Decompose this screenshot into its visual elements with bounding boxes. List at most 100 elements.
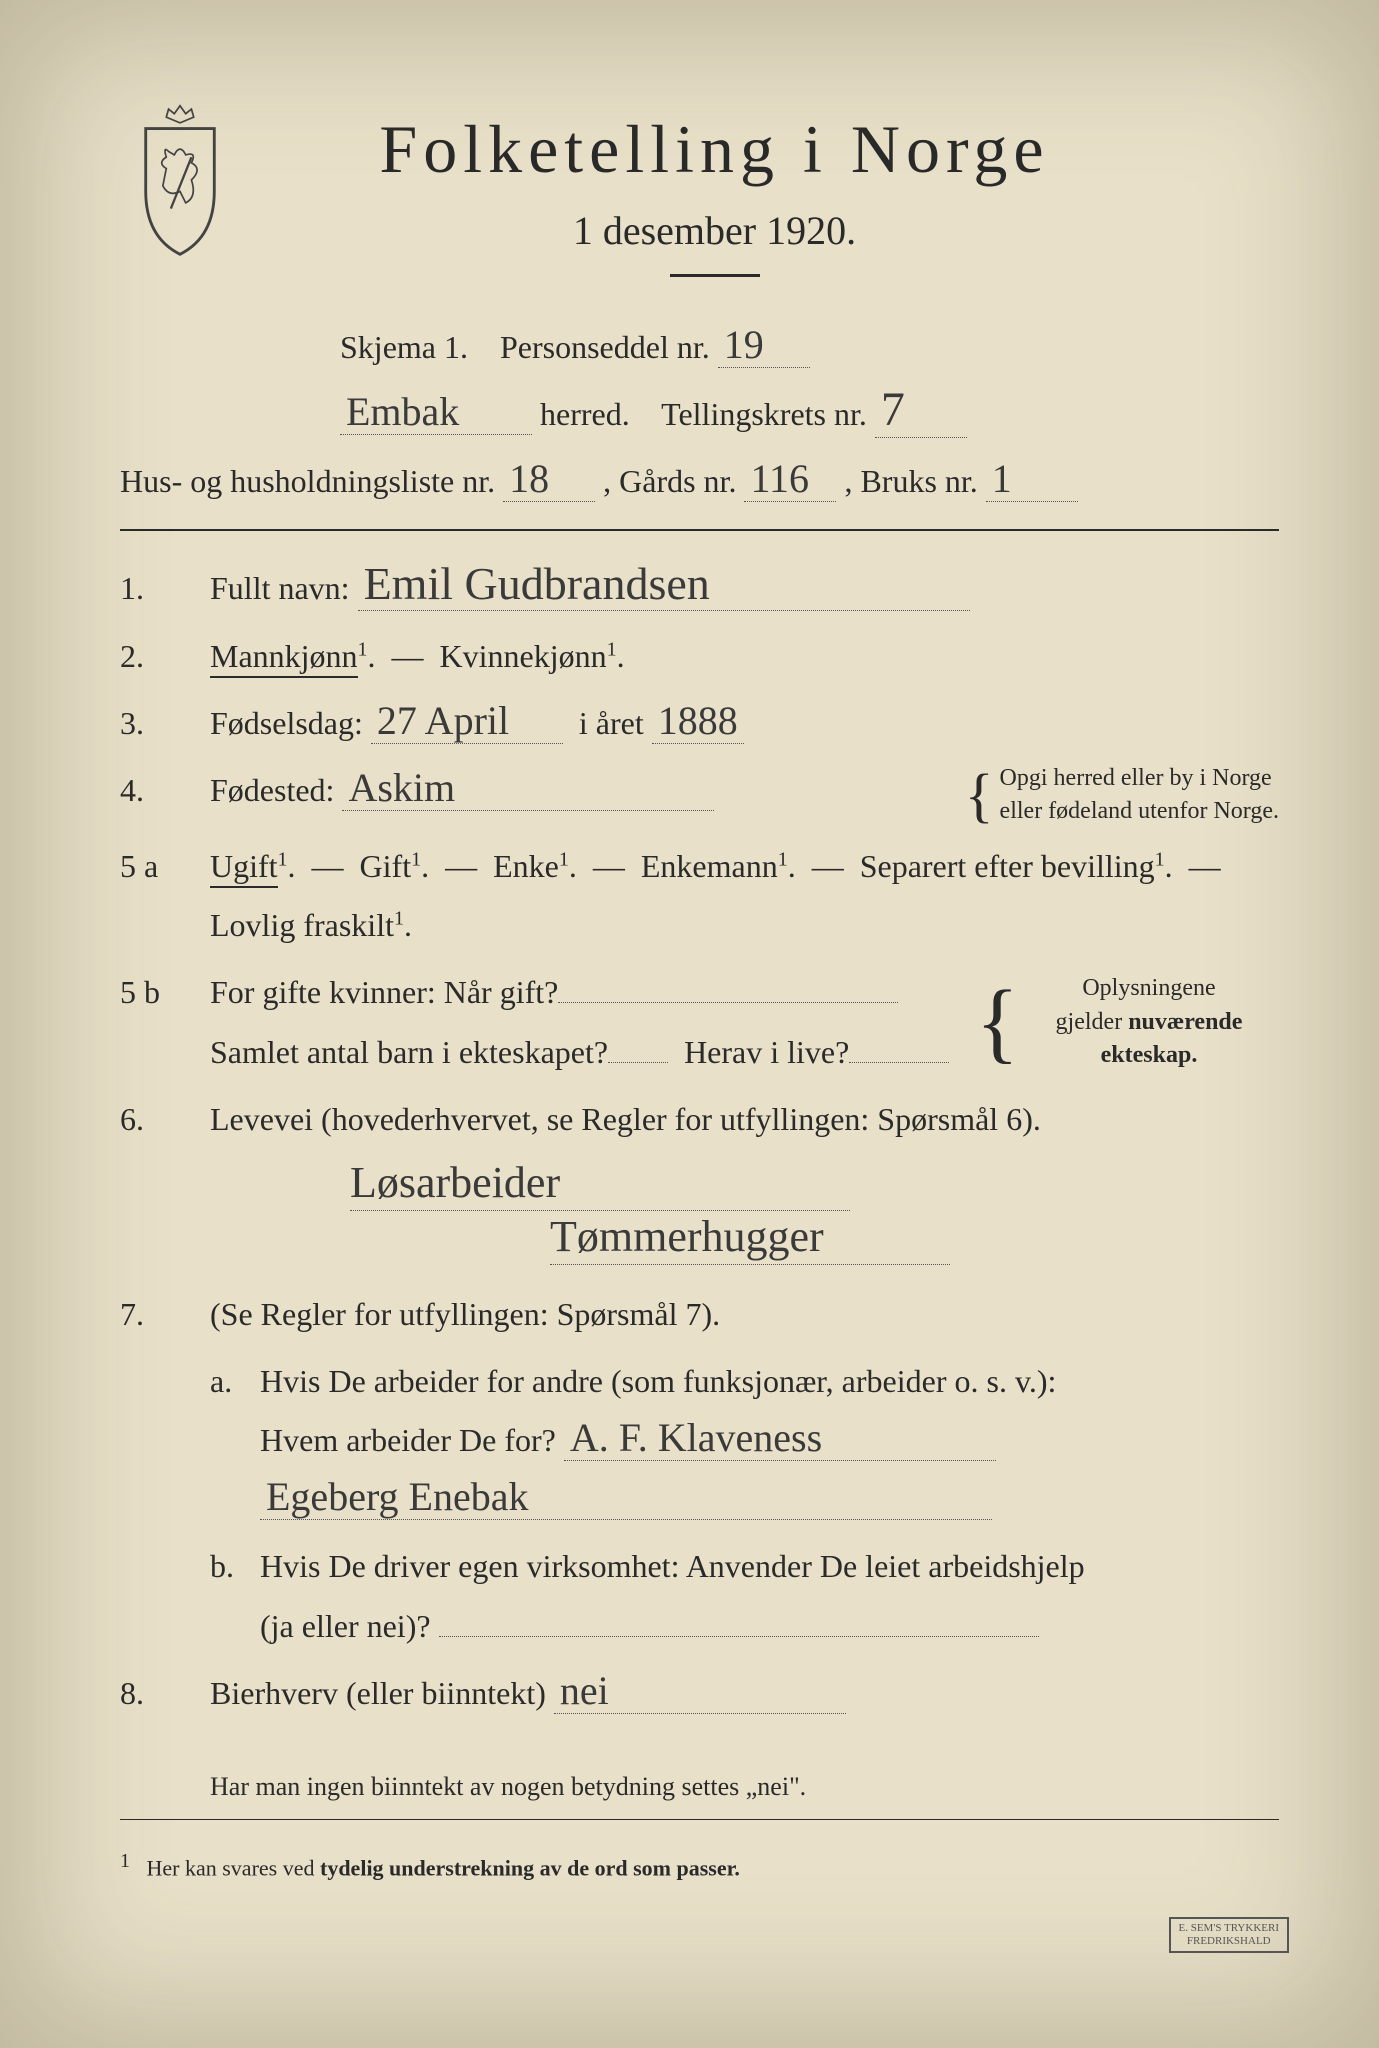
q5a-content: Ugift1. — Gift1. — Enke1. — Enkemann1. —…	[210, 837, 1279, 955]
q7a-num: a.	[210, 1352, 260, 1530]
page-subtitle: 1 desember 1920.	[270, 207, 1159, 254]
q5a-gift: Gift	[360, 848, 412, 884]
header: Folketelling i Norge 1 desember 1920.	[120, 90, 1279, 307]
q3-label: Fødselsdag:	[210, 705, 363, 741]
meta-line-3: Hus- og husholdningsliste nr. 18 , Gårds…	[120, 451, 1279, 512]
gaards-nr: 116	[744, 457, 836, 502]
q5b-l2a: Samlet antal barn i ekteskapet?	[210, 1034, 608, 1070]
q5b-blank3	[849, 1026, 949, 1062]
q1-label: Fullt navn:	[210, 570, 350, 606]
stamp-l2: FREDRIKSHALD	[1187, 1935, 1271, 1947]
q8-num: 8.	[120, 1664, 210, 1723]
footnote-rule	[120, 1819, 1279, 1820]
q7b-num: b.	[210, 1537, 260, 1655]
q7-label: (Se Regler for utfyllingen: Spørsmål 7).	[210, 1296, 720, 1332]
q5a-enkemann: Enkemann	[641, 848, 778, 884]
q2-kvinne: Kvinnekjønn	[440, 638, 607, 674]
q5a-s6: 1	[394, 908, 404, 930]
q5a-s1: 1	[278, 848, 288, 870]
q8-label: Bierhverv (eller biinntekt)	[210, 1675, 546, 1711]
q5a-num: 5 a	[120, 837, 210, 955]
footnote-text: Her kan svares ved tydelig understreknin…	[147, 1855, 740, 1880]
q5b-row: 5 b For gifte kvinner: Når gift? Samlet …	[120, 963, 1279, 1081]
brace-icon-2: {	[976, 1000, 1019, 1045]
footer-note-row: Har man ingen biinntekt av nogen betydni…	[120, 1763, 1279, 1811]
q7b-content: Hvis De driver egen virksomhet: Anvender…	[260, 1537, 1279, 1655]
skjema-label: Skjema 1.	[340, 329, 468, 365]
bruks-nr: 1	[986, 457, 1078, 502]
q8-value: nei	[554, 1669, 846, 1714]
q6-num: 6.	[120, 1090, 210, 1149]
q1-num: 1.	[120, 559, 210, 618]
q5a-s4: 1	[778, 848, 788, 870]
q7b-blank	[439, 1600, 1039, 1636]
footer-note: Har man ingen biinntekt av nogen betydni…	[210, 1763, 1279, 1811]
meta-line-1: Skjema 1. Personseddel nr. 19	[120, 317, 1279, 378]
q2-mann: Mannkjønn	[210, 638, 358, 678]
page-title: Folketelling i Norge	[270, 110, 1159, 189]
stamp-l1: E. SEM'S TRYKKERI	[1179, 1922, 1280, 1934]
q4-row: 4. Fødested: Askim { Opgi herred eller b…	[120, 761, 1279, 829]
separator-rule	[120, 529, 1279, 531]
coat-of-arms-icon	[120, 100, 240, 260]
q7b-row: b. Hvis De driver egen virksomhet: Anven…	[120, 1537, 1279, 1655]
q8-content: Bierhverv (eller biinntekt) nei	[210, 1664, 1279, 1723]
title-block: Folketelling i Norge 1 desember 1920.	[270, 90, 1279, 307]
meta-line-2: Embak herred. Tellingskrets nr. 7	[120, 384, 1279, 445]
q6-value2: Tømmerhugger	[550, 1211, 950, 1265]
q5b-note: Oplysningene gjelder nuværende ekteskap.	[1019, 972, 1279, 1073]
census-form-page: Folketelling i Norge 1 desember 1920. Sk…	[0, 0, 1379, 2048]
q5b-n2: gjelder nuværende	[1056, 1009, 1243, 1035]
brace-icon: {	[965, 762, 994, 828]
q4-label: Fødested:	[210, 772, 334, 808]
q5a-fraskilt: Lovlig fraskilt	[210, 907, 394, 943]
footnote-row: 1 Her kan svares ved tydelig understrekn…	[120, 1850, 1279, 1881]
q1-content: Fullt navn: Emil Gudbrandsen	[210, 559, 1279, 618]
q3-day: 27 April	[371, 699, 563, 744]
q7-row: 7. (Se Regler for utfyllingen: Spørsmål …	[120, 1285, 1279, 1344]
q1-value: Emil Gudbrandsen	[358, 559, 970, 611]
husliste-nr: 18	[503, 457, 595, 502]
q4-note: { Opgi herred eller by i Norge eller fød…	[965, 762, 1279, 829]
q5a-ugift: Ugift	[210, 848, 278, 888]
q2-content: Mannkjønn1. — Kvinnekjønn1.	[210, 627, 1279, 686]
q4-num: 4.	[120, 761, 210, 829]
q3-year-label: i året	[579, 705, 644, 741]
q5b-n1: Oplysningene	[1082, 975, 1215, 1001]
q1-row: 1. Fullt navn: Emil Gudbrandsen	[120, 559, 1279, 618]
footer-spacer	[120, 1763, 210, 1811]
q8-row: 8. Bierhverv (eller biinntekt) nei	[120, 1664, 1279, 1723]
q7b-l2: (ja eller nei)?	[260, 1608, 431, 1644]
q3-num: 3.	[120, 694, 210, 753]
q7a-spacer	[120, 1352, 210, 1530]
q2-row: 2. Mannkjønn1. — Kvinnekjønn1.	[120, 627, 1279, 686]
q3-content: Fødselsdag: 27 April i året 1888	[210, 694, 1279, 753]
q5a-enke: Enke	[493, 848, 559, 884]
herred-label: herred.	[540, 396, 630, 432]
q5b-blank2	[608, 1026, 668, 1062]
q4-note2: eller fødeland utenfor Norge.	[1000, 798, 1279, 824]
q6-values: Løsarbeider Tømmerhugger	[120, 1157, 1279, 1265]
q5a-separert: Separert efter bevilling	[860, 848, 1155, 884]
gaards-label: , Gårds nr.	[603, 463, 736, 499]
q5b-n3: ekteskap.	[1101, 1042, 1198, 1068]
q6-row: 6. Levevei (hovederhvervet, se Regler fo…	[120, 1090, 1279, 1149]
q7b-spacer	[120, 1537, 210, 1655]
q5a-s5: 1	[1155, 848, 1165, 870]
bruks-label: , Bruks nr.	[844, 463, 977, 499]
q5a-row: 5 a Ugift1. — Gift1. — Enke1. — Enkemann…	[120, 837, 1279, 955]
q5b-text: For gifte kvinner: Når gift? Samlet anta…	[210, 963, 976, 1081]
q2-sup2: 1	[607, 638, 617, 660]
q7a-v2: Egeberg Enebak	[260, 1475, 992, 1520]
q2-num: 2.	[120, 627, 210, 686]
q6-content: Levevei (hovederhvervet, se Regler for u…	[210, 1090, 1279, 1149]
q5b-l1a: For gifte kvinner: Når gift?	[210, 974, 558, 1010]
q7a-v1: A. F. Klaveness	[564, 1416, 996, 1461]
q5a-s3: 1	[559, 848, 569, 870]
q7-content: (Se Regler for utfyllingen: Spørsmål 7).	[210, 1285, 1279, 1344]
q5b-blank1	[558, 967, 898, 1003]
q7b-l1: Hvis De driver egen virksomhet: Anvender…	[260, 1548, 1085, 1584]
personseddel-label: Personseddel nr.	[500, 329, 710, 365]
q6-value1: Løsarbeider	[350, 1157, 850, 1211]
q3-row: 3. Fødselsdag: 27 April i året 1888	[120, 694, 1279, 753]
